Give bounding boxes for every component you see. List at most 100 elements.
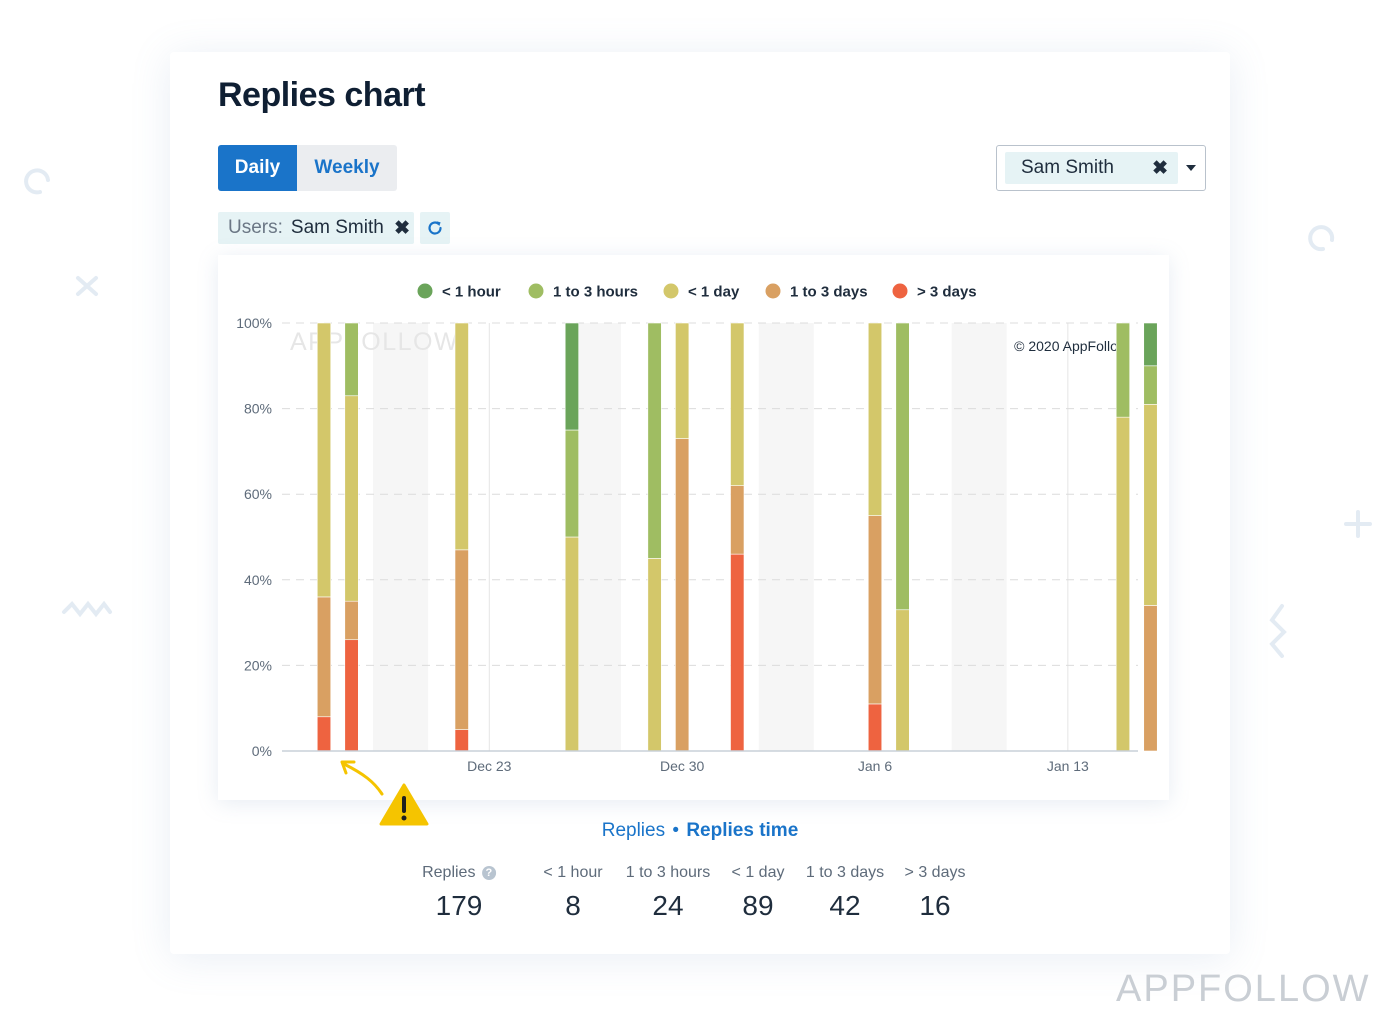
replies-chart: 0% 20% 40% 60% 80% 100% APPFOLLOW © 2020 AppFol… (218, 255, 1169, 800)
page-title: Replies chart (218, 76, 426, 114)
x-tick-label: Dec 30 (660, 758, 705, 774)
bar-segment-lt1d (1143, 404, 1158, 606)
legend-label: < 1 day (688, 284, 740, 301)
remove-filter-icon[interactable]: ✖ (394, 218, 410, 239)
bar-segment-h1to3 (1143, 365, 1158, 405)
bar-segment-h1to3 (344, 322, 359, 397)
stat-label: < 1 hour (543, 864, 603, 881)
y-tick-label: 80% (244, 401, 272, 417)
links-separator: • (672, 820, 680, 841)
bar-segment-lt1d (1115, 416, 1131, 752)
active-filters: Users: Sam Smith ✖ (218, 212, 450, 244)
chart-watermark: APPFOLLOW (290, 328, 459, 356)
stat-value: 8 (565, 890, 581, 921)
replies-time-link[interactable]: Replies time (686, 820, 799, 841)
x-tick-label: Jan 6 (858, 758, 892, 774)
bar-segment-gt3d (454, 729, 469, 752)
user-select[interactable]: Sam Smith ✖ (996, 145, 1206, 191)
chevron-down-icon[interactable] (1186, 165, 1196, 171)
bar-segment-d1to3 (344, 600, 359, 641)
stat-label: Replies (422, 864, 476, 881)
legend-label: 1 to 3 days (790, 284, 868, 301)
bar-segment-lt1d (895, 609, 910, 752)
stat-label: > 3 days (904, 864, 966, 881)
bar-segment-lt1h (1143, 322, 1158, 367)
warning-icon (379, 783, 429, 826)
y-tick-label: 60% (244, 486, 272, 502)
replies-chart-card: Replies chart Daily Weekly Sam Smith ✖ U… (170, 52, 1230, 954)
refresh-icon (428, 221, 442, 235)
bar-segment-h1to3 (1115, 322, 1131, 418)
warning-annotation (340, 760, 429, 826)
bar-segment-gt3d (730, 553, 745, 752)
bar-segment-gt3d (344, 639, 359, 752)
selected-user-name: Sam Smith (1021, 157, 1114, 178)
legend-swatch (765, 283, 781, 299)
legend-swatch (892, 283, 908, 299)
bar-segment-gt3d (316, 716, 332, 752)
y-tick-label: 40% (244, 572, 272, 588)
legend-label: < 1 hour (442, 284, 501, 301)
stat-replies: Replies ? 179 (422, 864, 496, 922)
selected-user-chip: Sam Smith ✖ (1005, 152, 1178, 184)
arrow-icon (342, 762, 384, 796)
stat-label: 1 to 3 hours (625, 864, 711, 881)
bar-segment-lt1d (647, 558, 662, 752)
stat-value: 16 (919, 890, 951, 921)
filter-label: Users: (228, 217, 283, 238)
replies-link[interactable]: Replies (601, 820, 666, 841)
chart-copyright: © 2020 AppFollow (1014, 338, 1129, 354)
bar-segment-lt1d (564, 536, 580, 752)
bar-segment-d1to3 (730, 485, 745, 555)
bar-segment-h1to3 (647, 322, 662, 559)
bar-segment-gt3d (867, 703, 883, 752)
x-tick-label: Dec 23 (467, 758, 512, 774)
bar-segment-d1to3 (454, 549, 469, 730)
brand-logo: APPFOLLOW (1116, 968, 1371, 1010)
bar-segment-lt1h (564, 322, 580, 431)
filter-chip-users: Users: Sam Smith ✖ (218, 212, 414, 244)
stat-lt-1-hour: < 1 hour 8 (543, 864, 602, 922)
stat-1-to-3-days: 1 to 3 days 42 (806, 864, 884, 922)
weekend-shade (373, 323, 429, 751)
bar-segment-h1to3 (564, 429, 580, 538)
stat-value: 24 (652, 890, 684, 921)
chart-svg: 0% 20% 40% 60% 80% 100% APPFOLLOW © 2020 AppFol… (236, 283, 1158, 774)
help-icon[interactable]: ? (481, 866, 496, 880)
stat-label: 1 to 3 days (805, 864, 885, 881)
bar-segment-lt1d (454, 322, 469, 551)
stat-value: 42 (829, 890, 861, 921)
filter-value: Sam Smith (290, 217, 384, 238)
legend-swatch (663, 283, 679, 299)
legend-label: 1 to 3 hours (553, 284, 638, 301)
refresh-button[interactable] (420, 212, 450, 244)
chart-mode-links: Replies • Replies time (170, 820, 1230, 842)
tab-weekly[interactable]: Weekly (297, 145, 397, 191)
bar-segment-lt1d (675, 322, 690, 439)
weekend-shade (951, 323, 1007, 751)
bar-segment-lt1d (730, 322, 745, 486)
stat-1-to-3-hours: 1 to 3 hours 24 (626, 864, 711, 922)
bar-segment-lt1d (867, 322, 883, 516)
tab-daily[interactable]: Daily (218, 145, 297, 191)
legend-swatch (417, 283, 433, 299)
bar-segment-d1to3 (1143, 605, 1158, 752)
period-tabs: Daily Weekly (218, 145, 397, 191)
bar-segment-h1to3 (895, 322, 910, 611)
stat-lt-1-day: < 1 day 89 (732, 864, 785, 922)
y-tick-label: 20% (244, 657, 272, 673)
x-tick-label: Jan 13 (1047, 758, 1089, 774)
bar-segment-d1to3 (867, 515, 883, 705)
bar-segment-d1to3 (316, 596, 332, 718)
clear-user-icon[interactable]: ✖ (1152, 158, 1168, 179)
stat-label: < 1 day (731, 864, 785, 881)
stat-value: 179 (435, 890, 483, 921)
y-tick-label: 100% (236, 315, 272, 331)
weekend-shade (758, 323, 814, 751)
stat-gt-3-days: > 3 days 16 (905, 864, 966, 922)
legend-label: > 3 days (917, 284, 977, 301)
bar-segment-d1to3 (675, 438, 690, 752)
legend-swatch (528, 283, 544, 299)
bar-segment-lt1d (344, 395, 359, 602)
